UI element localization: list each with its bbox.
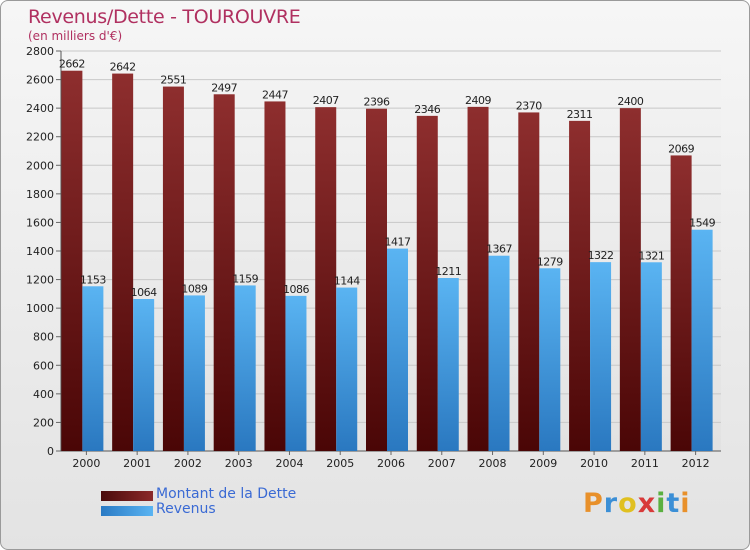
y-tick-label: 200 xyxy=(33,416,54,429)
bar-revenus xyxy=(691,229,713,451)
x-tick-label: 2002 xyxy=(174,457,202,470)
bar-dette xyxy=(670,155,692,451)
x-tick-label: 2003 xyxy=(225,457,253,470)
x-tick-label: 2005 xyxy=(326,457,354,470)
x-tick-label: 2012 xyxy=(682,457,710,470)
bar-dette xyxy=(61,70,83,451)
bar-dette xyxy=(416,115,438,451)
bar-revenus xyxy=(183,295,205,451)
logo-letter: i xyxy=(680,488,691,519)
x-tick-label: 2011 xyxy=(631,457,659,470)
bar-revenus xyxy=(387,248,408,451)
data-label: 2662 xyxy=(59,58,85,71)
bar-revenus xyxy=(285,295,307,451)
logo-letter: r xyxy=(603,488,619,519)
x-tick-label: 2004 xyxy=(275,457,303,470)
y-tick-label: 1200 xyxy=(26,274,54,287)
bar-revenus xyxy=(640,262,662,451)
x-tick-label: 2000 xyxy=(72,457,100,470)
x-tick-label: 2009 xyxy=(529,457,557,470)
bar-revenus xyxy=(590,262,612,451)
y-tick-label: 1600 xyxy=(26,216,54,229)
data-label: 2069 xyxy=(668,142,694,155)
data-label: 1321 xyxy=(638,249,664,262)
x-tick-label: 2008 xyxy=(479,457,507,470)
bar-revenus xyxy=(82,286,104,451)
data-label: 1144 xyxy=(334,275,360,288)
data-label: 2407 xyxy=(313,94,339,107)
data-label: 1153 xyxy=(80,273,106,286)
bar-dette xyxy=(619,108,641,452)
chart-subtitle: (en milliers d'€) xyxy=(28,29,123,43)
y-tick-label: 2400 xyxy=(26,102,54,115)
data-label: 2642 xyxy=(110,61,136,74)
y-tick-label: 1000 xyxy=(26,302,54,315)
bar-dette xyxy=(315,107,337,452)
bar-dette xyxy=(162,86,184,452)
data-label: 1086 xyxy=(283,283,309,296)
data-label: 1417 xyxy=(385,236,411,249)
logo-letter: P xyxy=(583,488,604,519)
bar-revenus xyxy=(437,278,459,451)
legend-label-dette: Montant de la Dette xyxy=(156,486,297,502)
data-label: 1064 xyxy=(131,286,157,299)
y-tick-label: 800 xyxy=(33,331,54,344)
x-tick-label: 2010 xyxy=(580,457,608,470)
bar-dette xyxy=(569,120,591,451)
bar-dette xyxy=(366,108,387,451)
legend-swatch-revenus xyxy=(101,506,153,516)
logo-letter: t xyxy=(666,488,681,519)
x-tick-label: 2007 xyxy=(428,457,456,470)
logo-letter: o xyxy=(618,488,638,519)
bar-revenus xyxy=(539,268,561,451)
data-label: 2400 xyxy=(617,95,643,108)
data-label: 2497 xyxy=(211,81,237,94)
y-tick-label: 2800 xyxy=(26,45,54,58)
y-tick-label: 2600 xyxy=(26,74,54,87)
data-label: 2396 xyxy=(364,96,390,109)
y-tick-label: 1800 xyxy=(26,188,54,201)
bar-revenus xyxy=(234,285,256,451)
bar-revenus xyxy=(133,299,155,451)
data-label: 2551 xyxy=(160,74,186,87)
legend-swatch-dette xyxy=(101,491,153,501)
data-label: 1279 xyxy=(537,255,563,268)
logo-letter: x xyxy=(637,488,657,519)
bar-dette xyxy=(518,112,540,451)
data-label: 2311 xyxy=(567,108,593,121)
y-tick-label: 2000 xyxy=(26,159,54,172)
data-label: 1211 xyxy=(435,265,461,278)
data-label: 2447 xyxy=(262,88,288,101)
x-tick-label: 2001 xyxy=(123,457,151,470)
data-label: 1089 xyxy=(181,282,207,295)
y-tick-label: 0 xyxy=(47,445,54,458)
y-tick-label: 400 xyxy=(33,388,54,401)
legend-label-revenus: Revenus xyxy=(156,501,216,517)
data-label: 1159 xyxy=(232,272,258,285)
bar-dette xyxy=(264,101,286,451)
bar-revenus xyxy=(488,255,510,451)
y-tick-label: 1400 xyxy=(26,245,54,258)
bar-dette xyxy=(467,106,489,451)
data-label: 1322 xyxy=(588,249,614,262)
chart-title: Revenus/Dette - TOUROUVRE xyxy=(28,6,301,28)
data-label: 1549 xyxy=(689,217,715,230)
x-tick-label: 2006 xyxy=(377,457,405,470)
proxiti-logo: Proxiti xyxy=(583,488,691,519)
y-tick-label: 2200 xyxy=(26,131,54,144)
bar-revenus xyxy=(336,287,358,451)
data-label: 2409 xyxy=(465,94,491,107)
bar-dette xyxy=(213,94,235,452)
data-label: 2346 xyxy=(414,103,440,116)
logo-letter: i xyxy=(656,488,667,519)
bar-dette xyxy=(112,73,134,452)
data-label: 1367 xyxy=(486,243,512,256)
data-label: 2370 xyxy=(516,99,542,112)
y-tick-label: 600 xyxy=(33,359,54,372)
